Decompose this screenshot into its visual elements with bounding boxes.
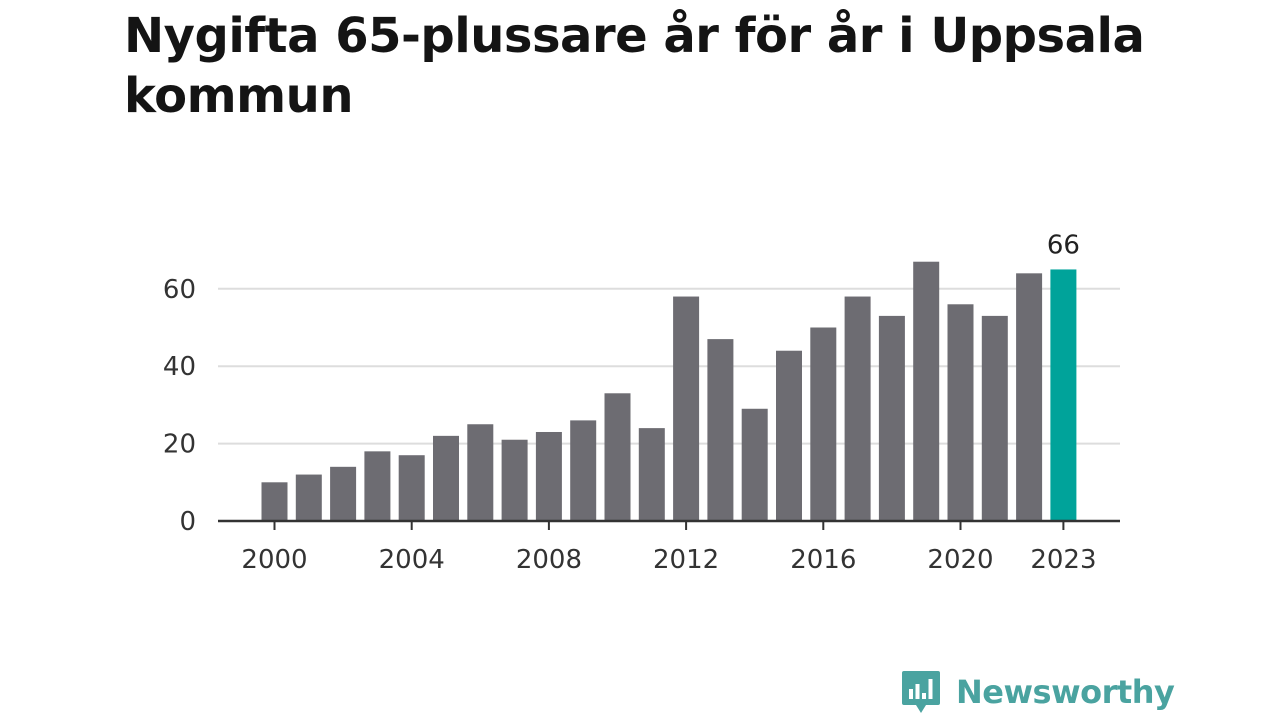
bar-2017 (844, 296, 871, 521)
bar-2006 (467, 424, 494, 521)
y-tick-label-20: 20 (163, 430, 196, 460)
bar-2018 (878, 315, 905, 521)
brand-logo: Newsworthy (900, 668, 1175, 716)
brand-name: Newsworthy (956, 673, 1175, 711)
newsworthy-logo-icon (902, 671, 940, 713)
x-tick-label-2016: 2016 (790, 545, 856, 575)
bar-2020 (947, 304, 974, 521)
bar-2003 (364, 451, 391, 521)
bar-2008 (535, 431, 562, 521)
bar-2016 (810, 327, 837, 521)
bar-2013 (707, 339, 734, 521)
bar-2001 (295, 474, 322, 521)
bar-chart: 0 20 40 60 66 2000 2004 2008 2012 2016 2020 2023 (163, 230, 1120, 575)
x-tick-label-2023: 2023 (1030, 545, 1096, 575)
x-tick-label-2000: 2000 (241, 545, 307, 575)
bar-2012 (673, 296, 700, 521)
bar-2015 (776, 350, 802, 521)
bar-2004 (398, 455, 425, 521)
y-tick-label-60: 60 (163, 275, 196, 305)
bar-2007 (501, 439, 528, 521)
bar-2010 (604, 393, 631, 521)
bar-2014 (741, 408, 768, 521)
data-label-2023: 66 (1047, 230, 1080, 260)
bar-2021 (981, 315, 1008, 521)
x-tick-label-2020: 2020 (927, 545, 993, 575)
y-tick-label-0: 0 (179, 507, 196, 537)
bar-2002 (330, 466, 357, 521)
y-tick-label-40: 40 (163, 352, 196, 382)
bar-2009 (570, 420, 597, 521)
x-tick-label-2012: 2012 (653, 545, 719, 575)
tick-labels: 0 20 40 60 66 2000 2004 2008 2012 2016 2020 2023 (163, 230, 1097, 575)
bar-2000 (261, 482, 288, 521)
bar-2023 (1050, 269, 1077, 521)
chart-title: Nygifta 65-plussare år för år i Uppsala … (124, 8, 1145, 124)
axes (218, 519, 1120, 530)
bars (261, 261, 1077, 521)
bar-2022 (1016, 273, 1043, 521)
x-tick-label-2004: 2004 (379, 545, 445, 575)
x-tick-label-2008: 2008 (516, 545, 582, 575)
bar-2019 (913, 261, 940, 521)
bar-2011 (638, 428, 665, 521)
bar-2005 (433, 435, 459, 521)
